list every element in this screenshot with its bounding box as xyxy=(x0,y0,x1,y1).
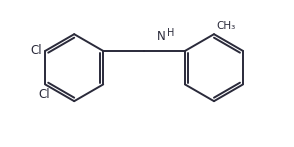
Text: N: N xyxy=(157,30,166,43)
Text: CH₃: CH₃ xyxy=(216,21,235,31)
Text: H: H xyxy=(167,28,175,38)
Text: Cl: Cl xyxy=(38,88,50,101)
Text: Cl: Cl xyxy=(30,44,42,57)
